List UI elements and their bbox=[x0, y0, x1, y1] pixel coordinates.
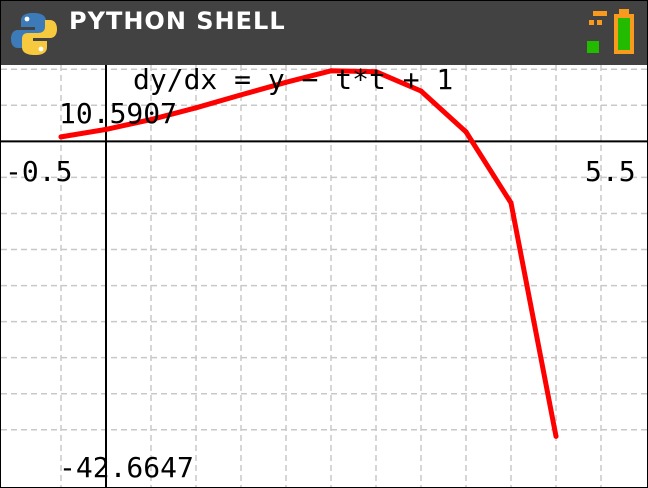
function-plot bbox=[1, 65, 647, 487]
data-point bbox=[193, 105, 199, 111]
solution-curve bbox=[58, 68, 559, 439]
y-max-label: 10.5907 bbox=[59, 97, 178, 130]
data-point bbox=[58, 134, 64, 140]
x-min-label: -0.5 bbox=[5, 155, 73, 188]
y-min-label: -42.6647 bbox=[59, 451, 194, 484]
data-point bbox=[103, 126, 109, 132]
battery-icon bbox=[587, 9, 634, 54]
data-point bbox=[328, 68, 334, 74]
python-logo-icon bbox=[11, 13, 57, 55]
data-point bbox=[418, 88, 424, 94]
data-point bbox=[148, 117, 154, 123]
x-max-label: 5.5 bbox=[585, 155, 636, 188]
data-point bbox=[373, 69, 379, 75]
solution-points bbox=[58, 68, 559, 439]
app-title: PYTHON SHELL bbox=[69, 7, 286, 35]
data-point bbox=[553, 433, 559, 439]
equation-label: dy/dx = y − t*t + 1 bbox=[133, 63, 454, 96]
data-point bbox=[508, 200, 514, 206]
title-bar: PYTHON SHELL bbox=[1, 1, 647, 65]
grid-lines bbox=[1, 65, 647, 487]
data-point bbox=[283, 79, 289, 85]
data-point bbox=[463, 129, 469, 135]
data-point bbox=[238, 92, 244, 98]
